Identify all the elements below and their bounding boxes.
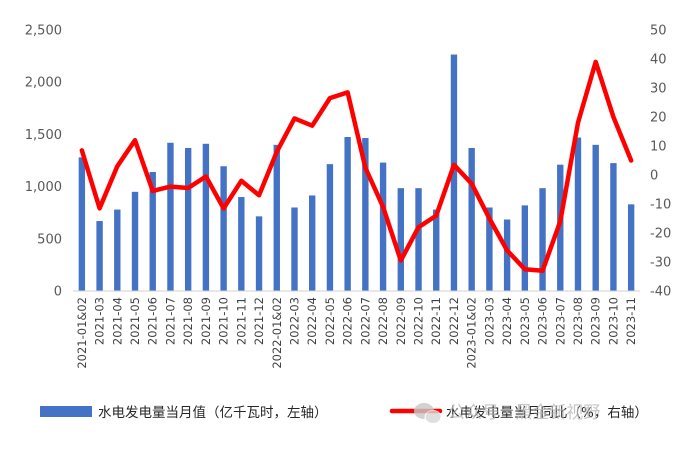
right-tick-label: 20	[650, 111, 667, 126]
bar	[575, 138, 581, 291]
bar	[415, 188, 421, 291]
x-tick-label: 2021-01&02	[75, 297, 89, 369]
x-tick-label: 2021-03	[93, 297, 107, 345]
bar	[274, 145, 280, 291]
x-tick-label: 2023-07	[553, 297, 567, 345]
x-tick-label: 2022-03	[287, 297, 301, 345]
right-tick-label: 0	[650, 169, 658, 184]
x-tick-label: 2022-06	[341, 297, 355, 345]
bar	[132, 192, 138, 291]
x-tick-label: 2021-07	[163, 297, 177, 345]
x-tick-label: 2021-09	[199, 297, 213, 345]
x-tick-label: 2022-07	[358, 297, 372, 345]
x-tick-label: 2023-11	[624, 297, 638, 345]
x-tick-label: 2023-10	[606, 297, 620, 345]
x-tick-label: 2022-09	[394, 297, 408, 345]
x-tick-label: 2023-01&02	[465, 297, 479, 369]
watermark: 公众号 · 黑金新视野	[414, 403, 600, 424]
x-tick-label: 2021-11	[234, 297, 248, 345]
right-tick-label: 10	[650, 140, 667, 155]
bar	[238, 197, 244, 291]
bar	[380, 163, 386, 291]
bar	[185, 148, 191, 291]
left-tick-label: 0	[54, 285, 62, 300]
bar	[291, 207, 297, 291]
bar	[593, 145, 599, 291]
bar	[468, 148, 474, 291]
bar	[203, 144, 209, 291]
x-tick-label: 2021-04	[110, 297, 124, 345]
bar	[256, 216, 262, 291]
right-tick-label: 30	[650, 82, 667, 97]
x-tick-label: 2023-06	[536, 297, 550, 345]
right-tick-label: 40	[650, 53, 667, 68]
x-tick-label: 2021-10	[217, 297, 231, 345]
left-axis: 0 500 1,000 1,500 2,000 2,500	[25, 24, 62, 300]
left-tick-label: 1,000	[25, 180, 62, 195]
x-tick-label: 2021-06	[146, 297, 160, 345]
bar	[79, 157, 85, 291]
bar	[610, 163, 616, 291]
bar	[96, 221, 102, 291]
x-tick-label: 2023-03	[482, 297, 496, 345]
bar	[539, 188, 545, 291]
watermark-text: 公众号 · 黑金新视野	[448, 403, 600, 423]
x-tick-label: 2022-10	[412, 297, 426, 345]
x-tick-label: 2022-04	[305, 297, 319, 345]
x-tick-label: 2021-08	[181, 297, 195, 345]
x-tick-label: 2022-12	[447, 297, 461, 345]
bar	[114, 210, 120, 291]
bar	[398, 188, 404, 291]
left-tick-label: 2,000	[25, 76, 62, 91]
bar	[309, 195, 315, 291]
legend-bar-label: 水电发电量当月值（亿千瓦时，左轴）	[98, 405, 328, 421]
x-tick-label: 2023-09	[589, 297, 603, 345]
left-tick-label: 500	[37, 232, 62, 247]
x-tick-label: 2022-11	[429, 297, 443, 345]
x-tick-label: 2023-05	[518, 297, 532, 345]
bar-series	[79, 55, 635, 291]
x-tick-label: 2022-01&02	[270, 297, 284, 369]
wechat-icon	[414, 403, 441, 424]
x-tick-label: 2022-05	[323, 297, 337, 345]
bar	[344, 137, 350, 291]
right-tick-label: -30	[650, 256, 671, 271]
right-tick-label: -10	[650, 198, 671, 213]
x-tick-label: 2021-05	[128, 297, 142, 345]
bar	[327, 164, 333, 291]
bar	[167, 143, 173, 291]
left-tick-label: 2,500	[25, 24, 62, 39]
x-tick-label: 2023-04	[500, 297, 514, 345]
bar	[433, 210, 439, 291]
bar	[220, 166, 226, 291]
left-tick-label: 1,500	[25, 128, 62, 143]
legend-bar-swatch	[40, 406, 92, 417]
x-tick-label: 2021-12	[252, 297, 266, 345]
bar	[522, 205, 528, 291]
right-tick-label: -40	[650, 285, 671, 300]
x-tick-label: 2023-08	[571, 297, 585, 345]
line-series	[82, 62, 631, 271]
right-tick-label: 50	[650, 24, 667, 39]
right-axis: -40 -30 -20 -10 0 10 20 30 40 50	[650, 24, 671, 300]
right-tick-label: -20	[650, 227, 671, 242]
bar	[628, 204, 634, 291]
x-tick-label: 2022-08	[376, 297, 390, 345]
yoy-line	[82, 62, 631, 271]
